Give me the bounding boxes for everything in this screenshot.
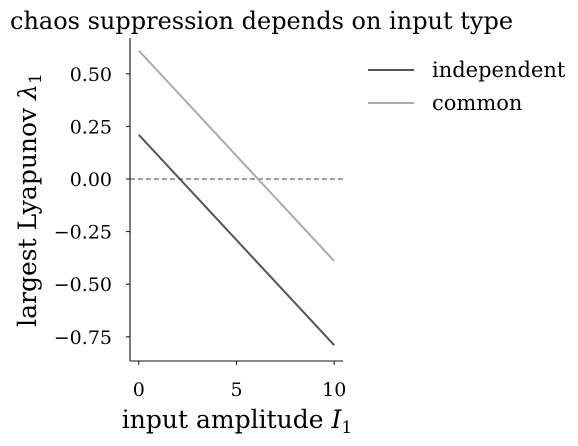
x-ticks: 0 5 10	[133, 361, 347, 401]
y-tick-label: 0.25	[70, 116, 112, 138]
y-axis-label: largest Lyapunov λ1	[13, 73, 46, 327]
legend-label-independent: independent	[432, 58, 566, 82]
y-tick-label: −0.25	[54, 222, 112, 244]
x-tick-label: 0	[133, 379, 145, 401]
x-tick-label: 5	[230, 379, 242, 401]
y-ticks: 0.50 0.25 0.00 −0.25 −0.50 −0.75	[54, 64, 130, 349]
series-line-common	[139, 51, 334, 261]
x-axis-label: input amplitude I1	[122, 405, 352, 438]
y-tick-label: 0.00	[70, 169, 112, 191]
plot-area	[130, 51, 343, 346]
chart-title: chaos suppression depends on input type	[10, 7, 513, 35]
y-tick-label: −0.75	[54, 327, 112, 349]
y-tick-label: −0.50	[54, 274, 112, 296]
legend: independent common	[368, 58, 566, 115]
series-line-independent	[139, 135, 334, 345]
legend-label-common: common	[432, 91, 522, 115]
x-tick-label: 10	[322, 379, 346, 401]
y-tick-label: 0.50	[70, 64, 112, 86]
